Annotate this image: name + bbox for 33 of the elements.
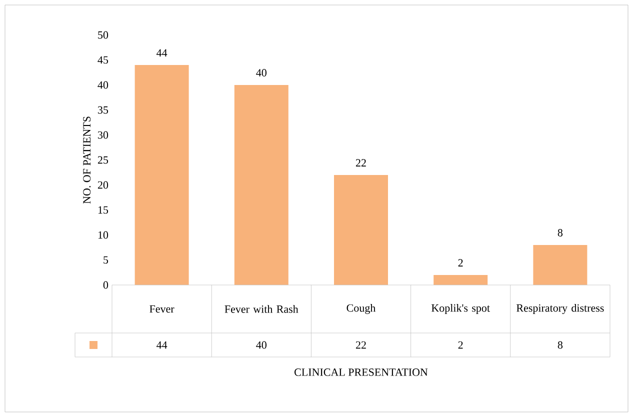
data-label: 44 [156,341,168,349]
x-axis-title: CLINICAL PRESENTATION [294,368,428,376]
bar [533,244,588,285]
y-tick-label: 35 [98,106,108,114]
x-tick-label: Koplik's spot [432,304,490,314]
text: 8 [558,229,563,236]
x-tick-label: Fever with Rash [224,305,298,313]
text: 40 [256,69,266,76]
text: 2 [458,259,463,266]
bar [134,64,189,285]
data-label: 22 [356,341,366,349]
y-tick-label: 45 [98,56,108,64]
x-tick-label: Respiratory distress [516,304,604,314]
data-label: 40 [256,341,266,349]
y-tick-label: 5 [104,256,108,264]
y-tick-label: 0 [103,281,108,289]
data-label: 2 [458,341,463,349]
y-tick-label: 30 [98,131,108,139]
text: 22 [356,159,366,166]
x-tick-label: Fever [150,305,174,313]
y-tick-label: 20 [98,181,108,189]
y-tick-label: 10 [98,231,108,239]
y-tick-label: 50 [98,31,108,39]
y-axis-title: NO. OF PATIENTS [83,116,91,204]
data-label: 8 [558,341,563,349]
y-tick-label: 25 [98,156,108,164]
bar [234,84,288,285]
y-tick-label: 15 [98,206,108,214]
bar [434,274,488,285]
bar [334,174,388,285]
y-tick-label: 40 [98,81,108,89]
text: 44 [156,49,168,56]
x-tick-label: Cough [346,304,376,314]
